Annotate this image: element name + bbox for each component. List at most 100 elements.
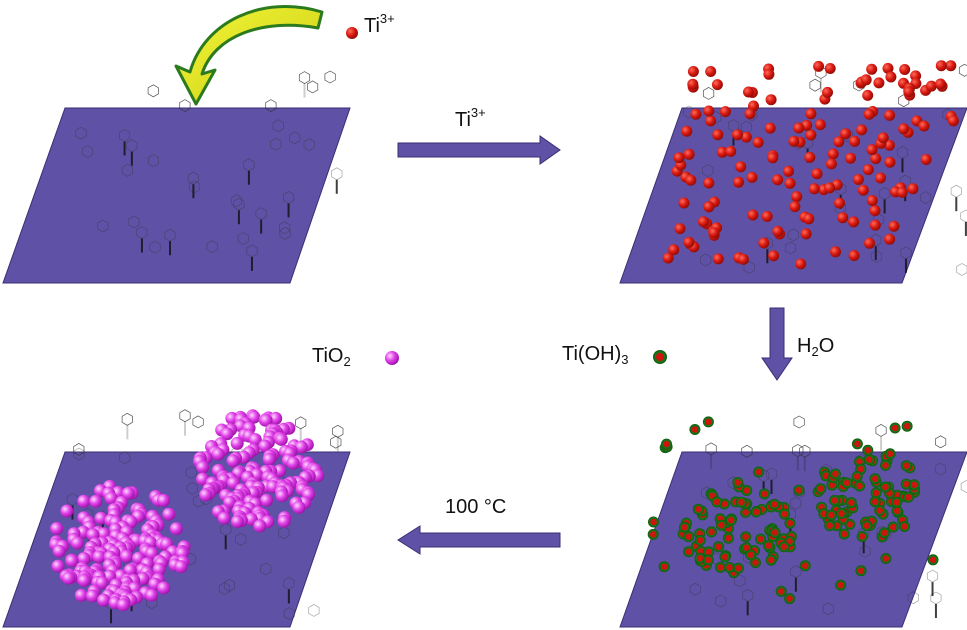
- molecule-ring: [121, 412, 133, 426]
- ti3-particle: [862, 164, 874, 176]
- tioh3-particle: [784, 593, 796, 605]
- tioh3-particle: [829, 468, 841, 480]
- molecule-ring: [765, 467, 778, 481]
- tioh3-particle: [715, 561, 726, 573]
- tio2-particle: [174, 560, 188, 574]
- ti3-particle: [834, 197, 845, 209]
- ti3-particle: [673, 152, 685, 164]
- molecule-ring: [920, 191, 932, 205]
- ti3-particle: [747, 209, 759, 221]
- molecule-ring: [66, 493, 78, 506]
- tioh3-particle: [908, 479, 920, 491]
- tio2-particle: [196, 460, 210, 474]
- molecule-ring: [73, 447, 85, 461]
- tioh3-particle: [900, 478, 912, 490]
- ti3-particle: [735, 161, 747, 173]
- ti3-particle: [725, 145, 737, 157]
- molecule-ring: [295, 416, 307, 430]
- tioh3-particle: [898, 521, 910, 532]
- tioh3-particle: [724, 562, 735, 573]
- tioh3-particle: [856, 531, 868, 542]
- molecule-ring: [186, 481, 198, 495]
- ti3-particle: [811, 168, 823, 180]
- ti3-particle: [827, 148, 839, 160]
- tio2-particle: [77, 573, 91, 587]
- down-arrow-icon: [761, 307, 793, 381]
- tioh3-particle: [778, 541, 790, 553]
- tioh3-particle: [778, 508, 790, 520]
- tio2-particle: [65, 554, 79, 568]
- ti3-particle: [683, 148, 695, 160]
- tio2-legend-sub: 2: [343, 354, 351, 369]
- tio2-particle: [230, 515, 244, 528]
- ti3-particle: [678, 197, 690, 209]
- temperature-label: 100 °C: [445, 496, 506, 519]
- molecule-ring: [702, 164, 714, 178]
- tioh3-legend-particle-icon: [653, 350, 667, 364]
- molecule-ring: [303, 138, 315, 152]
- tioh3-particle: [740, 531, 752, 543]
- ti3-particle: [768, 250, 780, 262]
- ti3-particle: [869, 219, 881, 231]
- molecule-ring: [331, 167, 343, 181]
- tioh3-particle: [702, 554, 714, 566]
- molecule-ring: [260, 562, 272, 576]
- ti3-particle: [795, 258, 807, 270]
- panel-substrate-tioh3: [619, 415, 967, 628]
- ti3-particle: [845, 152, 856, 164]
- tio2-legend-base: TiO: [312, 345, 344, 367]
- ti3-particle: [870, 153, 882, 165]
- tio2-particle: [262, 452, 276, 466]
- ti3-legend-base: Ti: [364, 15, 380, 37]
- ti3-particle: [805, 108, 817, 120]
- molecule-ring: [188, 180, 201, 194]
- tio2-particle: [162, 507, 176, 521]
- molecule-ring: [278, 526, 290, 540]
- tio2-legend-particle-icon: [385, 351, 399, 365]
- ti3-particle: [687, 66, 699, 77]
- tio2-particle: [52, 544, 66, 558]
- tioh3-particle: [869, 496, 881, 508]
- tio2-particle: [145, 588, 159, 602]
- ti3-particle: [814, 119, 826, 131]
- molecule-ring: [859, 544, 871, 558]
- tioh3-particle: [768, 498, 780, 510]
- ti3-particle: [864, 237, 875, 249]
- molecule-ring: [283, 576, 295, 590]
- tio2-particle: [292, 500, 306, 514]
- tio2-particle: [211, 447, 225, 461]
- molecule-ring: [97, 219, 109, 233]
- molecule-ring: [270, 137, 282, 151]
- ti3-particle: [712, 253, 724, 265]
- tioh3-legend-base: Ti(OH): [562, 343, 622, 365]
- tio2-particle: [199, 488, 213, 502]
- ti3-particle: [840, 128, 852, 140]
- tioh3-particle: [900, 460, 912, 472]
- tio2-particle: [248, 433, 262, 447]
- tioh3-particle: [719, 551, 731, 563]
- tio2-particle: [274, 432, 288, 446]
- ti3-particle: [703, 201, 715, 213]
- tioh3-particle: [880, 459, 891, 471]
- tio2-legend-label: TiO2: [312, 345, 351, 368]
- molecule-ring: [683, 105, 695, 119]
- ti3-particle: [866, 63, 878, 75]
- tioh3-particle: [689, 424, 701, 435]
- ti3-particle: [685, 174, 697, 186]
- tioh3-legend-label: Ti(OH)3: [562, 343, 628, 366]
- tioh3-particle: [711, 496, 723, 508]
- tioh3-particle: [745, 549, 757, 561]
- molecule-ring: [128, 215, 140, 229]
- tioh3-particle: [861, 520, 873, 532]
- molecule-ring: [272, 119, 284, 133]
- tio2-particle: [77, 494, 91, 508]
- h2o-label-h: H: [797, 335, 812, 357]
- panel-substrate-initial: [2, 70, 351, 284]
- tioh3-particle: [838, 528, 850, 540]
- ti3-particle: [808, 183, 820, 195]
- ti3-particle: [800, 228, 812, 240]
- tioh3-particle: [851, 438, 863, 450]
- tioh3-particle: [879, 481, 891, 493]
- tioh3-particle: [722, 532, 734, 544]
- tio2-particle: [51, 559, 65, 573]
